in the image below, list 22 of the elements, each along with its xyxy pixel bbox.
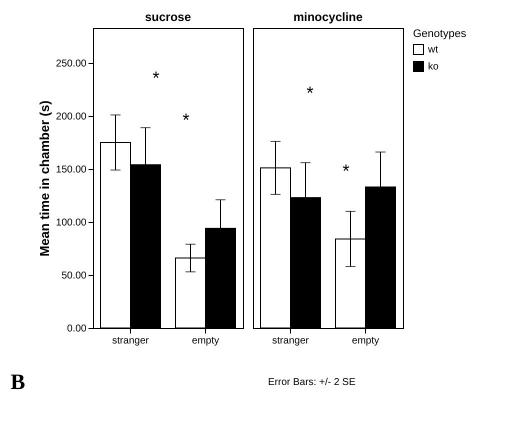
y-tick-label: 100.00 — [56, 217, 87, 228]
x-tick-label: empty — [192, 336, 220, 346]
y-tick-label: 50.00 — [61, 270, 87, 282]
text: Error Bars: +/- 2 SE — [268, 377, 356, 388]
y-axis-title: Mean time in chamber (s) — [36, 100, 52, 257]
annotation: * — [306, 83, 314, 103]
y-tick-label: 150.00 — [56, 164, 87, 176]
annotation: * — [152, 68, 160, 88]
y-tick-label: 200.00 — [56, 111, 87, 122]
text: B — [10, 369, 26, 394]
annotation: * — [182, 110, 190, 130]
y-tick-label: 250.00 — [56, 58, 87, 70]
x-tick-label: stranger — [112, 336, 150, 346]
chart-title: minocycline — [293, 10, 364, 24]
legend-title: Genotypes — [413, 28, 467, 40]
chart-title: sucrose — [144, 10, 192, 24]
annotation: * — [342, 161, 350, 181]
y-tick-label: 0.00 — [67, 324, 87, 334]
legend-label: ko — [428, 62, 439, 72]
x-tick-label: empty — [352, 336, 380, 346]
x-tick-label: stranger — [272, 336, 310, 346]
legend-label: wt — [427, 44, 438, 56]
